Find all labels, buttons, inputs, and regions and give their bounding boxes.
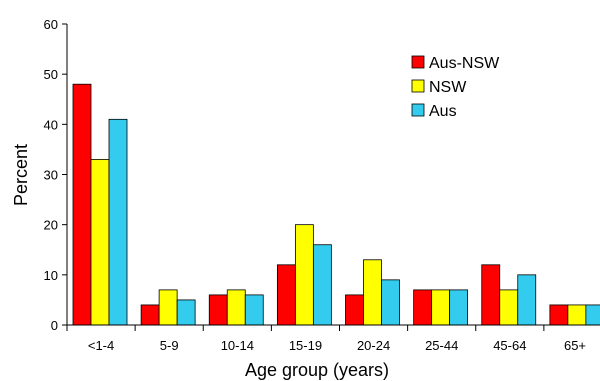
x-tick-label: 10-14 (221, 338, 254, 353)
bar-aus-nsw-0 (72, 83, 92, 326)
bar-nsw-0 (90, 159, 110, 326)
legend-swatch (411, 103, 425, 117)
bar-aus-3 (312, 244, 332, 326)
x-tick-label: 45-64 (493, 338, 526, 353)
bar-nsw-6 (499, 289, 519, 326)
y-tick-label: 40 (44, 117, 58, 132)
bar-aus-nsw-4 (345, 294, 364, 326)
legend-swatch (411, 79, 425, 93)
bar-nsw-1 (158, 289, 178, 326)
bar-aus-2 (244, 294, 264, 326)
bar-nsw-5 (431, 289, 451, 326)
bar-aus-6 (517, 274, 537, 326)
legend-label: Aus-NSW (429, 55, 500, 72)
x-tick-label: 15-19 (289, 338, 322, 353)
x-axis-ticks: <1-4 5-9 10-14 15-19 20-24 25-44 45-64 65+ (66, 325, 586, 353)
y-tick-label: 50 (44, 67, 58, 82)
y-tick-label: 10 (44, 268, 58, 283)
bar-aus-7 (585, 304, 600, 326)
y-axis-label: Percent (11, 144, 31, 206)
bar-aus-nsw-1 (140, 304, 160, 326)
legend: Aus-NSW NSW Aus (411, 55, 500, 120)
x-axis-label: Age group (years) (245, 360, 389, 380)
bar-nsw-2 (226, 289, 246, 326)
y-tick-label: 20 (44, 218, 58, 233)
bars (72, 83, 600, 326)
y-axis-ticks: 0 10 20 30 40 50 60 (44, 17, 67, 333)
bar-nsw-7 (567, 304, 587, 326)
bar-aus-1 (176, 299, 196, 326)
legend-swatch (411, 55, 425, 69)
bar-aus-nsw-2 (208, 294, 228, 326)
bar-nsw-3 (294, 224, 314, 326)
bar-aus-nsw-3 (276, 264, 296, 326)
bar-aus-nsw-6 (481, 264, 501, 326)
bar-aus-nsw-5 (413, 289, 433, 326)
x-tick-label: 25-44 (425, 338, 458, 353)
x-tick-label: 20-24 (357, 338, 390, 353)
bar-nsw-4 (363, 259, 382, 326)
bar-aus-nsw-7 (549, 304, 569, 326)
x-tick-label: 5-9 (160, 338, 179, 353)
x-tick-label: <1-4 (88, 338, 114, 353)
y-tick-label: 30 (44, 168, 58, 183)
legend-label: Aus (429, 103, 457, 120)
bar-aus-0 (108, 118, 128, 326)
bar-aus-4 (381, 279, 400, 326)
x-tick-label: 65+ (564, 338, 586, 353)
bar-aus-5 (449, 289, 469, 326)
legend-label: NSW (429, 79, 467, 96)
y-tick-label: 60 (44, 17, 58, 32)
y-tick-label: 0 (51, 318, 58, 333)
